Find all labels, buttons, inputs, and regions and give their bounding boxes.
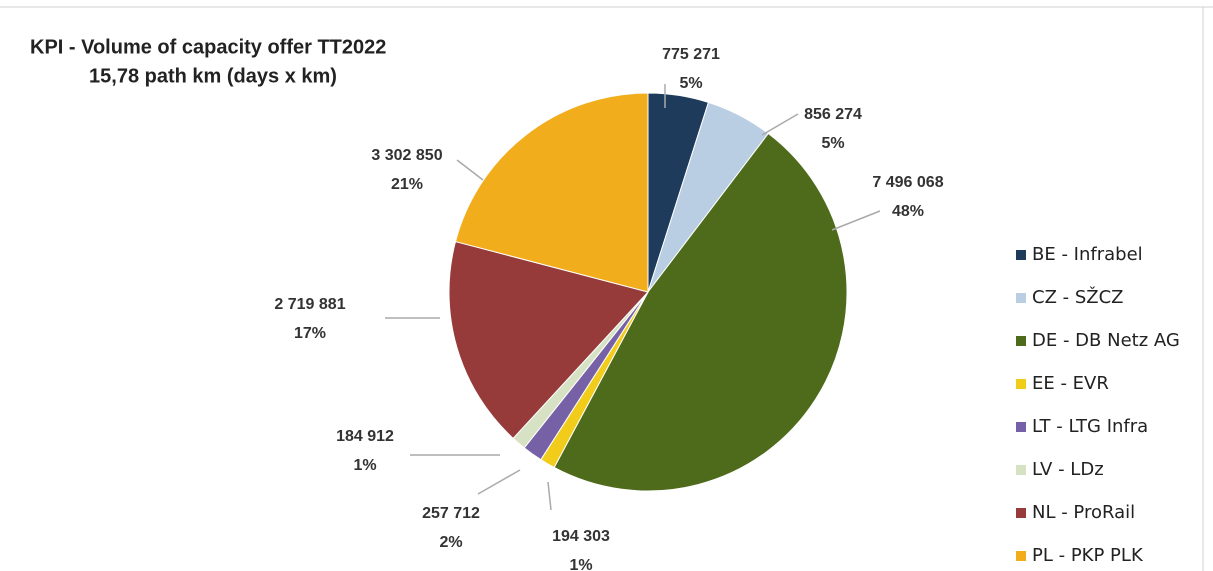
data-label: 7 496 068 [872,174,943,191]
percent-label: 5% [679,75,702,92]
legend-swatch [1016,336,1026,346]
legend-swatch [1016,508,1026,518]
chart-title: KPI - Volume of capacity offer TT2022 [30,36,386,58]
percent-label: 2% [439,534,462,551]
leader-line [761,113,799,136]
percent-label: 21% [391,176,423,193]
data-label: 856 274 [804,106,862,123]
legend-swatch [1016,379,1026,389]
legend-swatch [1016,551,1026,561]
legend-label: BE - Infrabel [1032,244,1143,265]
leader-line [831,210,881,231]
legend-label: LT - LTG Infra [1032,416,1148,437]
pie-slice [454,92,649,293]
legend-swatch [1016,422,1026,432]
data-label: 2 719 881 [274,296,345,313]
legend-label: NL - ProRail [1032,502,1135,523]
legend-label: EE - EVR [1032,373,1109,394]
legend-label: LV - LDz [1032,459,1104,480]
leader-line [477,469,521,495]
pie-slice [448,240,649,440]
leader-line [547,481,552,511]
legend-label: PL - PKP PLK [1032,545,1144,566]
legend-swatch [1016,465,1026,475]
data-label: 184 912 [336,428,394,445]
data-label: 257 712 [422,505,480,522]
legend-label: DE - DB Netz AG [1032,330,1180,351]
leader-line [456,159,484,181]
pie-slice [553,132,848,492]
percent-label: 1% [569,557,592,571]
legend-swatch [1016,293,1026,303]
data-label: 194 303 [552,528,610,545]
chart-subtitle: 15,78 path km (days x km) [89,65,337,87]
data-label: 3 302 850 [371,147,442,164]
percent-label: 17% [294,325,326,342]
data-label: 775 271 [662,46,720,63]
percent-label: 1% [353,457,376,474]
legend-label: CZ - SŽCZ [1032,286,1124,308]
legend-swatch [1016,250,1026,260]
percent-label: 48% [892,203,924,220]
percent-label: 5% [821,135,844,152]
